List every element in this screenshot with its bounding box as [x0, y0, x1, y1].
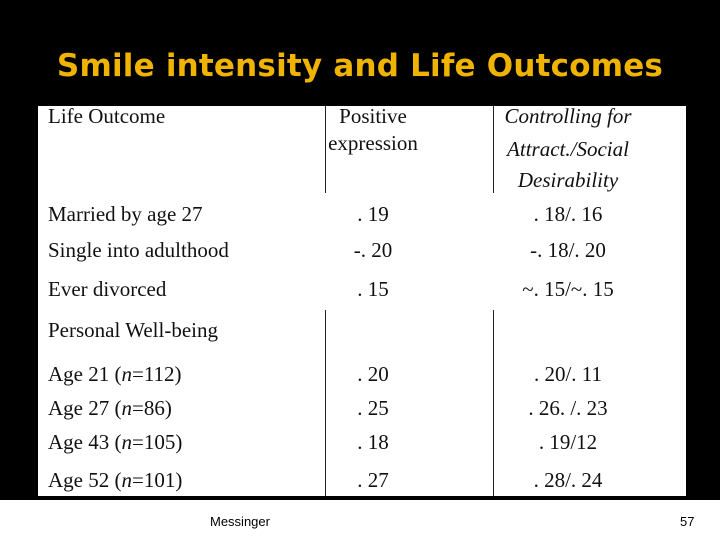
- header-controlling-line3: Desirability: [517, 168, 619, 192]
- row-controlled-value: -. 18/. 20: [530, 238, 606, 262]
- section-label: Personal Well-being: [48, 318, 218, 342]
- count-text: =112): [131, 362, 182, 386]
- count-text: =105): [131, 430, 183, 454]
- count-text: =86): [131, 396, 172, 420]
- wellbeing-positive-value: . 20: [357, 362, 389, 386]
- age-text: Age 43 (: [48, 430, 122, 454]
- age-text: Age 27 (: [48, 396, 122, 420]
- header-life-outcome: Life Outcome: [48, 104, 166, 128]
- row-label: Ever divorced: [48, 277, 167, 301]
- column-divider: [493, 310, 494, 496]
- n-italic: n: [121, 362, 132, 386]
- wellbeing-positive-value: . 27: [357, 468, 389, 492]
- age-text: Age 52 (: [48, 468, 122, 492]
- title-bar: Smile intensity and Life Outcomes: [0, 0, 720, 106]
- row-positive-value: . 15: [357, 277, 389, 301]
- row-controlled-value: ~. 15/~. 15: [522, 277, 614, 301]
- header-positive-line1: Positive: [339, 104, 407, 128]
- slide-title: Smile intensity and Life Outcomes: [56, 48, 664, 84]
- wellbeing-controlled-value: . 20/. 11: [533, 362, 603, 386]
- header-controlling-line2: Attract./Social: [507, 137, 629, 161]
- column-divider: [325, 78, 326, 193]
- wellbeing-positive-value: . 18: [357, 430, 389, 454]
- column-divider: [325, 310, 326, 496]
- wellbeing-row-label: Age 52 (n=101): [48, 468, 182, 493]
- header-controlling-line1: Controlling for: [504, 104, 632, 128]
- row-label: Married by age 27: [48, 202, 203, 226]
- table-panel: Life Outcome Positive expression Control…: [38, 78, 686, 496]
- page-number: 57: [680, 514, 695, 529]
- wellbeing-row-label: Age 43 (n=105): [48, 430, 182, 455]
- n-italic: n: [121, 396, 132, 420]
- n-italic: n: [121, 430, 132, 454]
- wellbeing-controlled-value: . 19/12: [538, 430, 598, 454]
- row-controlled-value: . 18/. 16: [533, 202, 603, 226]
- n-italic: n: [121, 468, 132, 492]
- row-label: Single into adulthood: [48, 238, 229, 262]
- header-positive-line2: expression: [328, 131, 418, 155]
- wellbeing-controlled-value: . 26. /. 23: [528, 396, 608, 420]
- row-positive-value: -. 20: [353, 238, 393, 262]
- wellbeing-row-label: Age 27 (n=86): [48, 396, 172, 421]
- wellbeing-row-label: Age 21 (n=112): [48, 362, 182, 387]
- footer-author: Messinger: [210, 514, 270, 529]
- age-text: Age 21 (: [48, 362, 122, 386]
- wellbeing-positive-value: . 25: [357, 396, 389, 420]
- column-divider: [493, 78, 494, 193]
- count-text: =101): [131, 468, 183, 492]
- wellbeing-controlled-value: . 28/. 24: [533, 468, 603, 492]
- slide-bottom-area: [0, 500, 720, 540]
- row-positive-value: . 19: [357, 202, 389, 226]
